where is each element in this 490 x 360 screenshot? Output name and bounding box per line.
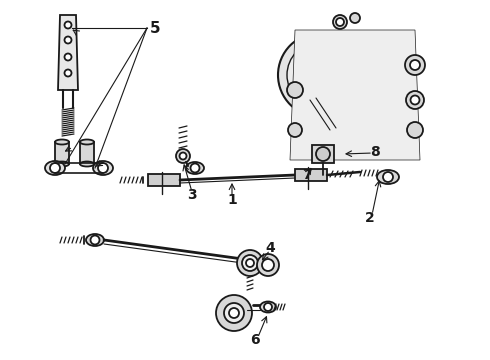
- Circle shape: [302, 57, 338, 93]
- Circle shape: [333, 15, 347, 29]
- Circle shape: [383, 172, 393, 182]
- Circle shape: [407, 122, 423, 138]
- Circle shape: [262, 259, 274, 271]
- Ellipse shape: [55, 162, 69, 166]
- Circle shape: [191, 163, 199, 172]
- Bar: [55, 142, 69, 164]
- Circle shape: [257, 254, 279, 276]
- Circle shape: [98, 163, 108, 173]
- Circle shape: [179, 153, 187, 159]
- Text: 4: 4: [265, 241, 275, 255]
- Circle shape: [65, 54, 72, 60]
- Polygon shape: [58, 15, 78, 90]
- Bar: [295, 169, 327, 181]
- Ellipse shape: [260, 302, 276, 312]
- Circle shape: [264, 303, 272, 311]
- Circle shape: [287, 42, 353, 108]
- Circle shape: [65, 36, 72, 44]
- Circle shape: [176, 149, 190, 163]
- Circle shape: [278, 33, 362, 117]
- Circle shape: [287, 82, 303, 98]
- Text: 8: 8: [370, 145, 380, 159]
- Ellipse shape: [93, 161, 113, 175]
- Circle shape: [246, 259, 254, 267]
- Ellipse shape: [80, 162, 94, 166]
- Ellipse shape: [86, 234, 104, 246]
- Circle shape: [410, 60, 420, 70]
- Ellipse shape: [186, 162, 204, 174]
- Circle shape: [242, 255, 258, 271]
- Circle shape: [336, 18, 344, 26]
- Circle shape: [411, 95, 419, 104]
- Ellipse shape: [80, 140, 94, 144]
- Text: 2: 2: [365, 211, 375, 225]
- Circle shape: [65, 22, 72, 28]
- Circle shape: [316, 147, 330, 161]
- Text: 7: 7: [302, 168, 312, 182]
- Circle shape: [405, 55, 425, 75]
- Circle shape: [91, 235, 99, 244]
- Circle shape: [216, 295, 252, 331]
- Circle shape: [350, 13, 360, 23]
- Text: 3: 3: [187, 188, 197, 202]
- Circle shape: [288, 123, 302, 137]
- Bar: [80, 142, 94, 164]
- Circle shape: [224, 303, 244, 323]
- Ellipse shape: [377, 170, 399, 184]
- Text: 6: 6: [250, 333, 260, 347]
- Ellipse shape: [45, 161, 65, 175]
- Bar: [148, 174, 180, 186]
- Text: 5: 5: [149, 21, 160, 36]
- Circle shape: [406, 91, 424, 109]
- Circle shape: [237, 250, 263, 276]
- Text: 1: 1: [227, 193, 237, 207]
- Circle shape: [229, 308, 239, 318]
- Circle shape: [50, 163, 60, 173]
- Circle shape: [65, 69, 72, 77]
- Polygon shape: [290, 30, 420, 160]
- Ellipse shape: [55, 140, 69, 144]
- Bar: [312, 145, 334, 163]
